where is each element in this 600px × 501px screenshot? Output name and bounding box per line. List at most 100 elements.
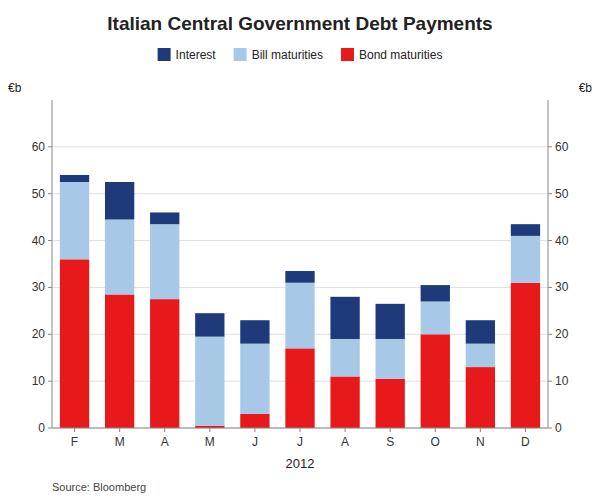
x-tick — [74, 428, 75, 432]
bar-segment — [376, 304, 405, 339]
bar-segment — [330, 297, 359, 339]
bar-segment — [240, 344, 269, 414]
y2-tick — [548, 287, 552, 288]
x-tick — [164, 428, 165, 432]
bar-segment — [105, 294, 134, 428]
bar-segment — [105, 219, 134, 294]
bar-segment — [511, 224, 540, 236]
x-axis-label: 2012 — [286, 456, 315, 471]
legend-swatch — [234, 48, 247, 61]
bar-segment — [376, 339, 405, 379]
bar-segment — [421, 285, 450, 301]
x-tick-label: F — [71, 435, 78, 449]
y2-tick — [548, 240, 552, 241]
x-tick-label: J — [297, 435, 303, 449]
bar-segment — [511, 236, 540, 283]
x-tick — [119, 428, 120, 432]
bar-segment — [421, 334, 450, 428]
y-tick-label: 20 — [32, 327, 46, 341]
x-tick — [390, 428, 391, 432]
y2-tick — [548, 334, 552, 335]
bars — [60, 175, 540, 428]
bar-segment — [105, 182, 134, 219]
y-axis-line — [52, 100, 53, 428]
bar-segment — [150, 224, 179, 299]
y2-axis-line — [548, 100, 549, 428]
y-tick-label: 0 — [38, 421, 45, 435]
y-tick — [48, 334, 52, 335]
bar-segment — [376, 379, 405, 428]
bar-segment — [466, 320, 495, 343]
bar-segment — [60, 182, 89, 259]
y2-tick — [548, 146, 552, 147]
y2-tick-label: 60 — [555, 140, 569, 154]
y-tick-label: 10 — [32, 374, 46, 388]
y-tick-label: 60 — [32, 140, 46, 154]
x-tick-label: O — [431, 435, 440, 449]
y-axis-label: €b — [8, 81, 22, 95]
y2-tick-label: 50 — [555, 187, 569, 201]
bar-segment — [466, 367, 495, 428]
bar-segment — [195, 337, 224, 426]
x-tick — [209, 428, 210, 432]
y2-tick — [548, 428, 552, 429]
grid-line — [52, 146, 548, 147]
y-tick — [48, 381, 52, 382]
bar-segment — [511, 283, 540, 428]
legend-label: Bond maturities — [359, 48, 442, 62]
x-tick-label: J — [252, 435, 258, 449]
y-tick — [48, 428, 52, 429]
bar-segment — [150, 299, 179, 428]
bar-segment — [195, 313, 224, 336]
bar-segment — [466, 344, 495, 367]
bar-segment — [240, 414, 269, 428]
x-tick-label: M — [115, 435, 125, 449]
x-tick-label: D — [521, 435, 530, 449]
y2-tick — [548, 381, 552, 382]
y2-tick-label: 30 — [555, 280, 569, 294]
legend: Interest Bill maturities Bond maturities — [158, 48, 443, 62]
legend-label: Interest — [176, 48, 217, 62]
title: Italian Central Government Debt Payments — [107, 13, 492, 34]
bar-segment — [330, 339, 359, 376]
y-tick — [48, 287, 52, 288]
y-tick-label: 30 — [32, 280, 46, 294]
x-tick — [525, 428, 526, 432]
chart: Italian Central Government Debt Payments… — [0, 0, 600, 501]
x-tick — [300, 428, 301, 432]
bar-segment — [60, 175, 89, 182]
x-tick-label: S — [386, 435, 394, 449]
y-tick-label: 40 — [32, 234, 46, 248]
x-tick-label: M — [205, 435, 215, 449]
y-tick-label: 50 — [32, 187, 46, 201]
bar-segment — [285, 271, 314, 283]
y-tick — [48, 146, 52, 147]
x-tick — [480, 428, 481, 432]
legend-swatch — [158, 48, 171, 61]
bar-segment — [60, 259, 89, 428]
bar-segment — [240, 320, 269, 343]
x-tick — [435, 428, 436, 432]
y2-tick-label: 0 — [555, 421, 562, 435]
bar-segment — [421, 301, 450, 334]
axes: 01020304050600102030405060FMAMJJASOND — [32, 100, 569, 449]
bar-segment — [285, 348, 314, 428]
y2-tick-label: 20 — [555, 327, 569, 341]
annotation: Source: Bloomberg — [52, 481, 146, 493]
y2-axis-label: €b — [579, 81, 593, 95]
legend-label: Bill maturities — [252, 48, 323, 62]
y-tick — [48, 240, 52, 241]
x-tick-label: N — [476, 435, 485, 449]
y2-tick-label: 10 — [555, 374, 569, 388]
bar-segment — [330, 376, 359, 428]
bar-segment — [285, 283, 314, 349]
grid — [52, 147, 548, 428]
x-tick — [254, 428, 255, 432]
x-tick — [345, 428, 346, 432]
bar-segment — [150, 212, 179, 224]
legend-swatch — [341, 48, 354, 61]
y-tick — [48, 193, 52, 194]
x-tick-label: A — [341, 435, 349, 449]
x-tick-label: A — [161, 435, 169, 449]
y2-tick — [548, 193, 552, 194]
